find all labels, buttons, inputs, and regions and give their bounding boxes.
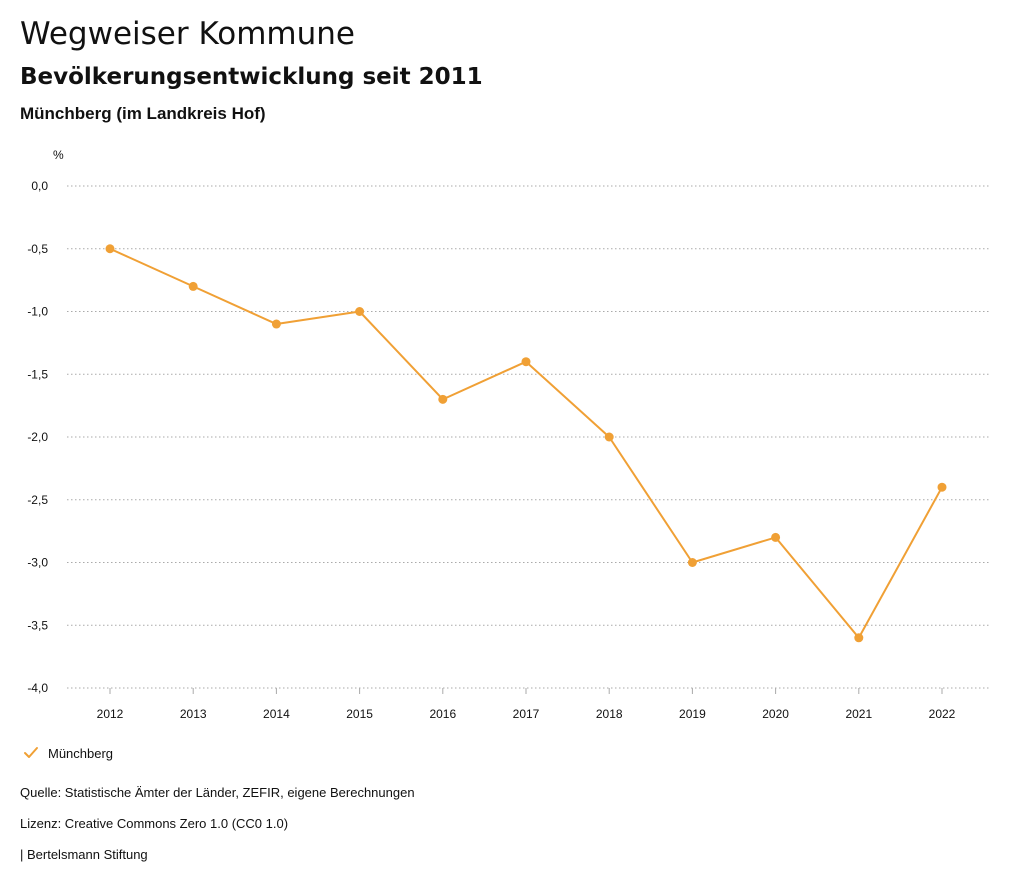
grid-lines <box>67 185 990 689</box>
x-tick-label: 2015 <box>346 707 373 721</box>
data-point[interactable] <box>438 394 448 404</box>
source-note: Quelle: Statistische Ämter der Länder, Z… <box>20 785 415 800</box>
license-note: Lizenz: Creative Commons Zero 1.0 (CC0 1… <box>20 816 289 831</box>
x-tick-label: 2013 <box>180 707 207 721</box>
y-axis-ticks: 0,0 -0,5 -1,0 -1,5 -2,0 -2,5 -3,0 -3,5 -4,0 <box>27 179 48 695</box>
x-tick-label: 2020 <box>762 707 789 721</box>
data-point[interactable] <box>521 357 531 367</box>
y-tick-label: -1,0 <box>27 305 48 319</box>
data-point[interactable] <box>687 558 697 567</box>
y-tick-label: -3,0 <box>27 556 48 570</box>
y-axis-unit-label: % <box>53 148 64 162</box>
y-tick-label: -4,0 <box>27 681 48 695</box>
x-tick-label: 2012 <box>97 707 124 721</box>
y-tick-label: -2,0 <box>27 430 48 444</box>
line-chart: % 0,0 -0,5 -1,0 -1,5 -2,0 -2,5 -3,0 -3,5 -4,0 20… <box>27 148 990 721</box>
x-tick-label: 2022 <box>929 707 956 721</box>
x-tick-label: 2017 <box>513 707 540 721</box>
y-tick-label: -2,5 <box>27 493 48 507</box>
legend[interactable]: Münchberg <box>22 744 113 762</box>
x-tick-label: 2016 <box>429 707 456 721</box>
page-title: Wegweiser Kommune <box>20 16 355 52</box>
x-axis-ticks: 2012 2013 2014 2015 2016 2017 2018 2019 2020 2021… <box>97 688 956 721</box>
region-label: Münchberg (im Landkreis Hof) <box>20 104 266 123</box>
organization-credit: | Bertelsmann Stiftung <box>20 847 148 862</box>
x-tick-label: 2018 <box>596 707 623 721</box>
data-point[interactable] <box>188 281 198 291</box>
y-tick-label: -1,5 <box>27 367 48 381</box>
legend-label-muenchberg: Münchberg <box>48 745 114 761</box>
chart-subtitle: Bevölkerungsentwicklung seit 2011 <box>20 64 483 90</box>
data-point[interactable] <box>854 633 864 643</box>
series-line <box>109 247 943 639</box>
y-tick-label: -3,5 <box>27 618 48 632</box>
x-tick-label: 2019 <box>679 707 706 721</box>
legend-check-icon <box>24 747 38 758</box>
x-tick-label: 2021 <box>845 707 872 721</box>
data-point[interactable] <box>771 532 781 542</box>
x-tick-label: 2014 <box>263 707 290 721</box>
data-point[interactable] <box>271 319 281 329</box>
y-tick-label: 0,0 <box>31 179 48 193</box>
data-point[interactable] <box>355 307 365 316</box>
data-point[interactable] <box>604 432 614 442</box>
series-layer <box>105 244 947 643</box>
data-point[interactable] <box>105 244 115 254</box>
data-point[interactable] <box>937 482 947 492</box>
y-tick-label: -0,5 <box>27 242 48 256</box>
